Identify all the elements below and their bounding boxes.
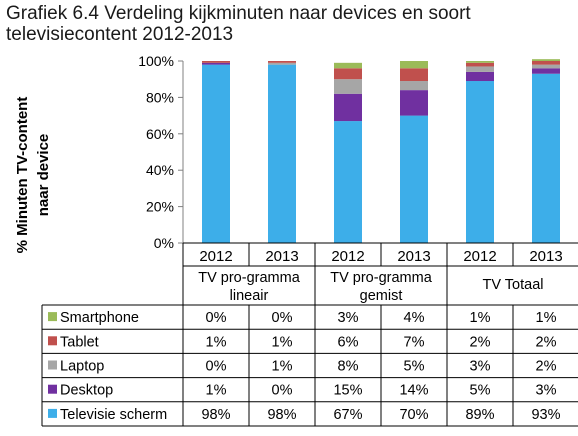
table-cell-value: 6% (338, 334, 359, 350)
table-cell-value: 3% (536, 383, 557, 399)
bar-segment-laptop (466, 66, 494, 72)
table-cell-value: 1% (470, 310, 491, 326)
bar-segment-tablet (532, 61, 560, 65)
table-cell-value: 0% (206, 310, 227, 326)
y-tick-label: 60% (146, 126, 174, 142)
group-label: TV pro-gramma (198, 270, 300, 286)
table-cell-value: 3% (338, 310, 359, 326)
legend-key-desktop (48, 384, 57, 394)
bar-segment-smartphone (466, 61, 494, 63)
legend-label: Laptop (60, 359, 104, 375)
table-cell-value: 1% (272, 334, 293, 350)
chart-title-line-1: Grafiek 6.4 Verdeling kijkminuten naar d… (6, 3, 471, 24)
table-cell-value: 67% (333, 407, 362, 423)
bar-segment-tablet (466, 62, 494, 67)
x-tick-label: 2013 (529, 248, 562, 265)
table-cell-value: 70% (399, 407, 428, 423)
table-cell-value: 7% (404, 334, 425, 350)
table-cell-value: 89% (465, 407, 494, 423)
bar-segment-laptop (400, 81, 428, 91)
bar-segment-televisie-scherm (400, 115, 428, 243)
legend-label: Smartphone (60, 310, 139, 326)
legend-key-smartphone (48, 312, 57, 322)
table-cell-value: 2% (536, 359, 557, 375)
table-cell-value: 2% (470, 334, 491, 350)
bar-segment-smartphone (334, 62, 362, 69)
legend-label: Televisie scherm (60, 407, 167, 423)
y-tick-label: 40% (146, 162, 174, 178)
table-cell-value: 0% (272, 310, 293, 326)
bar-segment-tablet (400, 68, 428, 82)
bar-segment-laptop (334, 79, 362, 94)
group-label: TV Totaal (483, 277, 544, 293)
table-cell-value: 2% (536, 334, 557, 350)
y-tick-label: 20% (146, 199, 174, 215)
bar-segment-televisie-scherm (202, 64, 230, 243)
chart-title-line-2: televisiecontent 2012-2013 (6, 24, 234, 45)
table-cell-value: 93% (531, 407, 560, 423)
group-label: TV pro-gramma (330, 270, 432, 286)
group-label: gemist (360, 288, 403, 304)
table-cell-value: 3% (470, 359, 491, 375)
table-cell-value: 98% (267, 407, 296, 423)
x-tick-label: 2012 (463, 248, 496, 265)
table-cell-value: 0% (272, 383, 293, 399)
bar-segment-desktop (202, 62, 230, 65)
x-tick-label: 2012 (199, 248, 232, 265)
table-cell-value: 14% (399, 383, 428, 399)
bar-segment-televisie-scherm (334, 121, 362, 243)
table-cell-value: 15% (333, 383, 362, 399)
legend-key-laptop (48, 360, 57, 370)
bar-segment-desktop (466, 71, 494, 82)
bar-segment-smartphone (532, 59, 560, 61)
table-cell-value: 1% (536, 310, 557, 326)
bar-segment-laptop (532, 64, 560, 69)
bar-segment-tablet (334, 68, 362, 80)
bar-segment-televisie-scherm (532, 73, 560, 244)
table-cell-value: 0% (206, 359, 227, 375)
y-tick-label: 80% (146, 89, 174, 105)
y-tick-label: 100% (138, 53, 174, 69)
table-cell-value: 98% (201, 407, 230, 423)
bar-segment-smartphone (400, 61, 428, 69)
bar-segment-tablet (202, 61, 230, 63)
x-tick-label: 2012 (331, 248, 364, 265)
table-cell-value: 1% (272, 359, 293, 375)
bar-segment-desktop (334, 93, 362, 122)
x-tick-label: 2013 (265, 248, 298, 265)
bar-segment-laptop (268, 62, 296, 65)
table-cell-value: 5% (404, 359, 425, 375)
group-label: lineair (230, 288, 269, 304)
legend-label: Desktop (60, 383, 113, 399)
bar-segment-desktop (400, 90, 428, 116)
table-cell-value: 4% (404, 310, 425, 326)
table-cell-value: 5% (470, 383, 491, 399)
bar-segment-tablet (268, 61, 296, 63)
bar-segment-televisie-scherm (268, 64, 296, 243)
table-cell-value: 1% (206, 383, 227, 399)
bar-segment-televisie-scherm (466, 81, 494, 244)
x-tick-label: 2013 (397, 248, 430, 265)
legend-key-televisie-scherm (48, 408, 57, 418)
chart-title: Grafiek 6.4 Verdeling kijkminuten naar d… (6, 3, 572, 45)
table-cell-value: 1% (206, 334, 227, 350)
legend-label: Tablet (60, 334, 99, 350)
table-cell-value: 8% (338, 359, 359, 375)
legend-key-tablet (48, 336, 57, 346)
bar-segment-desktop (532, 68, 560, 74)
y-tick-label: 0% (154, 235, 174, 251)
